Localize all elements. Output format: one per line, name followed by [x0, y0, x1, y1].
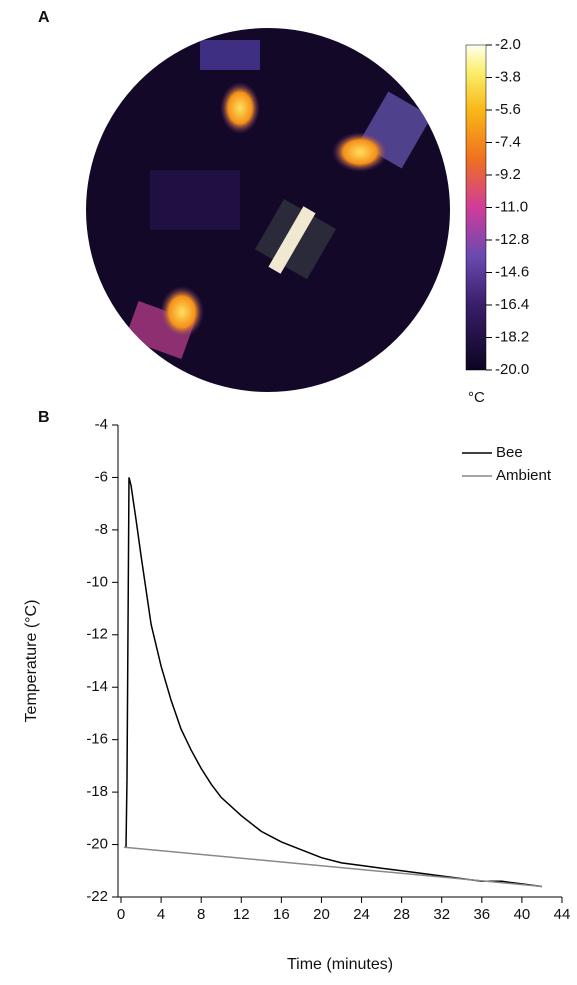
data-line [125, 477, 543, 888]
colorbar-tick-label: -11.0 [495, 198, 528, 215]
y-tick-label: -22 [86, 888, 108, 905]
y-tick-label: -12 [86, 626, 108, 643]
colorbar-tick-label: -2.0 [495, 36, 521, 53]
y-tick-label: -14 [86, 678, 108, 695]
y-tick-label: -10 [86, 573, 108, 590]
data-line [123, 846, 543, 888]
y-axis-label: Temperature (°C) [23, 600, 40, 723]
thermal-image [86, 28, 487, 392]
colorbar-tick-label: -18.2 [495, 328, 529, 345]
colorbar-tick-label: -12.8 [495, 231, 529, 248]
colorbar-tick-label: -9.2 [495, 166, 521, 183]
x-tick-label: 0 [117, 906, 125, 923]
x-tick-label: 20 [313, 906, 330, 923]
colorbar-tick-label: -7.4 [495, 133, 521, 150]
x-tick-label: 40 [514, 906, 531, 923]
y-tick-label: -16 [86, 731, 108, 748]
x-tick-label: 44 [554, 906, 571, 923]
x-tick-label: 32 [433, 906, 450, 923]
colorbar-tick-label: -5.6 [495, 101, 521, 118]
y-tick-label: -8 [95, 521, 108, 538]
x-tick-label: 24 [353, 906, 370, 923]
colorbar-tick-label: -14.6 [495, 263, 529, 280]
panel-label: B [38, 409, 50, 426]
x-tick-label: 4 [157, 906, 165, 923]
colorbar-tick-label: -16.4 [495, 296, 529, 313]
x-tick-label: 16 [273, 906, 290, 923]
x-tick-label: 28 [393, 906, 410, 923]
y-tick-label: -6 [95, 468, 108, 485]
y-tick-label: -20 [86, 836, 108, 853]
legend-label: Ambient [496, 467, 552, 484]
x-tick-label: 12 [233, 906, 250, 923]
panel-label: A [38, 9, 50, 26]
x-tick-label: 8 [197, 906, 205, 923]
x-axis-label: Time (minutes) [287, 956, 393, 973]
y-tick-label: -4 [95, 416, 108, 433]
colorbar-unit: °C [468, 389, 485, 406]
colorbar-tick-label: -20.0 [495, 361, 529, 378]
y-tick-label: -18 [86, 783, 108, 800]
legend-label: Bee [496, 444, 523, 461]
x-tick-label: 36 [473, 906, 490, 923]
colorbar-tick-label: -3.8 [495, 68, 521, 85]
